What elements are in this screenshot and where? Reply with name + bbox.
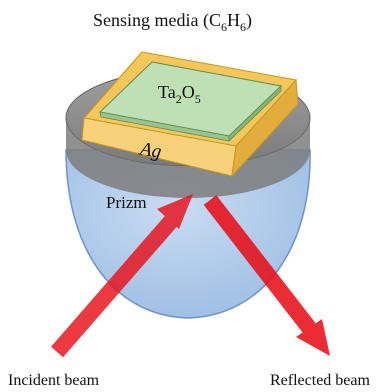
sensing-media-label: Sensing media (C6H6) bbox=[93, 10, 252, 34]
silver-layer-side bbox=[231, 78, 299, 178]
silver-label: Ag bbox=[137, 138, 163, 162]
incident-beam-label: Incident beam bbox=[8, 372, 100, 389]
reflected-arrowhead bbox=[296, 319, 330, 356]
incident-arrowhead bbox=[157, 194, 193, 229]
reflected-beam bbox=[203, 195, 330, 356]
prism-rim bbox=[66, 118, 310, 198]
reflected-beam-label: Reflected beam bbox=[270, 372, 371, 389]
incident-beam bbox=[50, 194, 193, 358]
oxide-layer-side bbox=[228, 85, 282, 142]
oxide-label: Ta2O5 bbox=[158, 82, 201, 106]
prism-label: Prizm bbox=[106, 193, 147, 212]
